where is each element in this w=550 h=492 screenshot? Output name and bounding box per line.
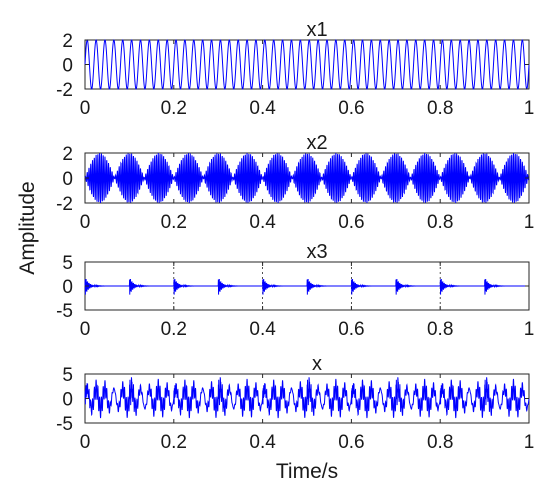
- x-tick-label: 0.6: [338, 432, 364, 453]
- y-tick-label: -5: [56, 301, 73, 322]
- x-tick-label: 0.8: [427, 212, 453, 233]
- signal-line-x1: [84, 39, 530, 90]
- y-tick-label: 0: [62, 277, 73, 298]
- y-tick-label: 2: [62, 144, 73, 165]
- panel-title: x: [312, 353, 322, 375]
- subplot-x: 0 0.2 0.4 0.6 0.8 1 5 0 -5 x: [56, 353, 534, 453]
- x-tick-label: 0.4: [249, 212, 276, 233]
- signal-line-x3: [84, 278, 529, 295]
- x-axis-label: Time/s: [276, 460, 338, 483]
- x-tick-label: 0.8: [427, 319, 453, 340]
- x-tick-label: 0.6: [338, 98, 364, 119]
- y-tick-label: -2: [56, 80, 73, 101]
- x-tick-label: 0.8: [427, 98, 453, 119]
- x-tick-label: 1: [524, 319, 535, 340]
- y-tick-label: 2: [62, 31, 73, 52]
- x-tick-label: 0.2: [161, 212, 187, 233]
- x-tick-label: 0.4: [249, 98, 276, 119]
- panel-title: x1: [306, 19, 327, 41]
- x-tick-label: 1: [524, 212, 535, 233]
- subplot-x2: 0 0.2 0.4 0.6 0.8 1 2 0 -2 x2: [56, 132, 534, 233]
- panel-title: x3: [306, 241, 327, 263]
- subplot-x3: 0 0.2 0.4 0.6 0.8 1 5 0 -5 x3: [56, 241, 534, 340]
- x-tick-label: 1: [524, 98, 535, 119]
- panel-title: x2: [306, 132, 327, 154]
- y-axis-label: Amplitude: [16, 181, 39, 274]
- signal-line-x: [84, 377, 530, 419]
- y-tick-label: 0: [62, 169, 73, 190]
- x-tick-label: 0: [80, 212, 91, 233]
- x-tick-label: 0.2: [161, 319, 187, 340]
- y-tick-label: 5: [62, 253, 73, 274]
- signal-line-x2: [84, 153, 530, 203]
- y-tick-label: -5: [56, 414, 73, 435]
- x-tick-label: 0: [80, 98, 91, 119]
- y-tick-label: 0: [62, 56, 73, 77]
- y-tick-label: -2: [56, 194, 73, 215]
- subplot-x1: 0 0.2 0.4 0.6 0.8 1 2 0 -2 x1: [56, 19, 534, 119]
- x-tick-label: 0: [80, 432, 91, 453]
- x-tick-label: 1: [524, 432, 535, 453]
- x-tick-label: 0.2: [161, 98, 187, 119]
- x-tick-label: 0.8: [427, 432, 453, 453]
- x-tick-label: 0.6: [338, 319, 364, 340]
- y-tick-label: 5: [62, 365, 73, 386]
- x-tick-label: 0.4: [249, 432, 276, 453]
- y-tick-label: 0: [62, 390, 73, 411]
- x-tick-label: 0.4: [249, 319, 276, 340]
- x-tick-label: 0: [80, 319, 91, 340]
- x-tick-label: 0.2: [161, 432, 187, 453]
- x-tick-label: 0.6: [338, 212, 364, 233]
